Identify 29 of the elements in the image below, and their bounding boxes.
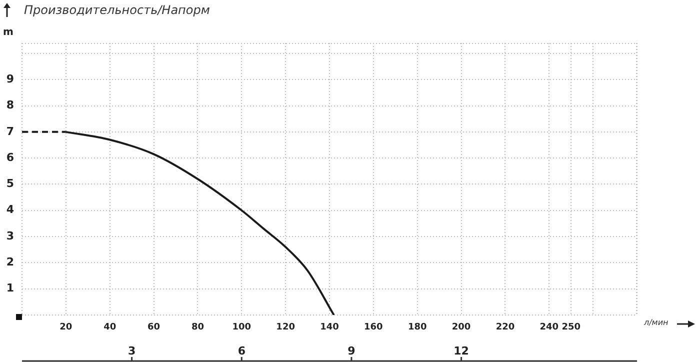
- x-tick-label: 180: [408, 322, 427, 333]
- x-tick-label: 80: [191, 322, 204, 333]
- y-tick-label: 2: [6, 256, 14, 269]
- x2-tick-label: 12: [454, 344, 469, 358]
- x-tick-label: 140: [320, 322, 339, 333]
- x2-tick-label: 3: [128, 344, 136, 358]
- y-tick-label: 9: [6, 72, 14, 86]
- y-tick-label: 1: [6, 282, 14, 295]
- chart-title: Производительность/Напорм: [24, 3, 210, 17]
- x-tick-label: 250: [562, 322, 581, 333]
- y-tick-label: 6: [6, 150, 14, 164]
- y-tick-label: 5: [6, 177, 14, 190]
- y-tick-label: 7: [6, 124, 14, 138]
- x-tick-label: 220: [496, 322, 515, 333]
- y-tick-label: 4: [6, 203, 14, 216]
- y-axis-title: m: [3, 27, 14, 38]
- x-tick-label: 20: [60, 322, 72, 333]
- x2-tick-label: 6: [238, 344, 246, 358]
- y-tick-label: 3: [6, 229, 14, 242]
- x-tick-label: 200: [452, 322, 471, 333]
- x-tick-label: 240: [540, 322, 559, 333]
- x2-tick-label: 9: [348, 344, 356, 358]
- x-tick-label: 120: [276, 322, 295, 333]
- x-tick-label: 100: [232, 322, 252, 333]
- x-tick-label: 160: [364, 322, 383, 333]
- x-axis-title: л/мин: [644, 318, 668, 327]
- y-tick-label: 8: [6, 98, 14, 112]
- x-tick-label: 40: [104, 322, 116, 333]
- x-tick-label: 60: [148, 322, 160, 333]
